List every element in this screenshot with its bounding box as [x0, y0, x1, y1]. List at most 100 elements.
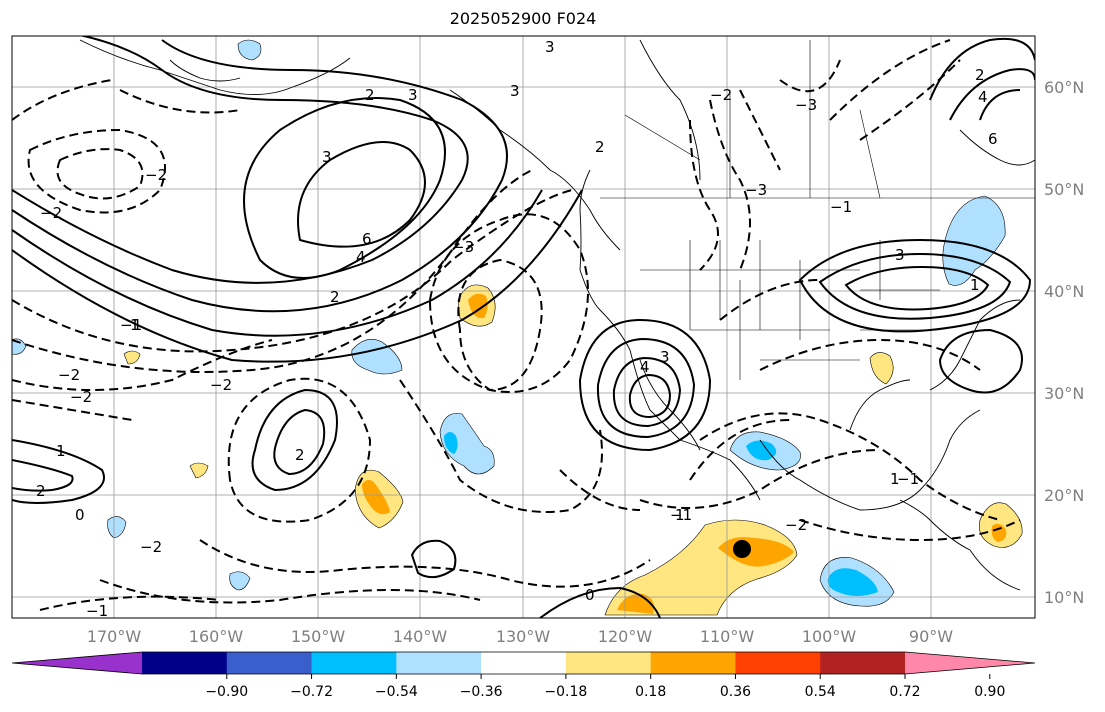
colorbar-segment	[481, 652, 567, 674]
colorbar-segment	[820, 652, 906, 674]
negative-anomaly-patch	[107, 516, 127, 539]
contour-label: 3	[545, 38, 555, 56]
contour-label: −2	[785, 516, 807, 534]
contour-label: −3	[795, 96, 817, 114]
contour-label: 2	[595, 138, 605, 156]
contour-label: −1	[670, 506, 692, 524]
colorbar-tick-label: −0.36	[460, 684, 503, 700]
lat-label: 30°N	[1044, 384, 1084, 403]
negative-anomaly-core	[444, 432, 458, 454]
contour-label: 3	[322, 148, 332, 166]
colorbar-segment	[396, 652, 482, 674]
lat-label: 60°N	[1044, 78, 1084, 97]
contour-label: 2	[330, 288, 340, 306]
contour-label: 3	[895, 246, 905, 264]
colorbar-segment	[565, 652, 652, 674]
contour-label: 2	[975, 66, 985, 84]
contour-label: 4	[356, 248, 366, 266]
lat-label: 10°N	[1044, 588, 1084, 607]
contour-label: 4	[978, 88, 988, 106]
colorbar-tick-label: 0.90	[974, 684, 1005, 700]
positive-contours	[12, 36, 1035, 618]
contour-label: 3	[408, 86, 418, 104]
lon-label: 170°W	[87, 627, 142, 646]
contour-label: −2	[145, 166, 167, 184]
negative-contours	[12, 39, 1021, 611]
lon-label: 150°W	[291, 627, 346, 646]
colorbar-tick-label: −0.54	[375, 684, 418, 700]
colorbar-tick-label: 0.72	[889, 684, 920, 700]
colorbar: −0.90 −0.72 −0.54 −0.36 −0.18 0.18 0.36 0.54 0.7…	[11, 651, 1036, 700]
lon-label: 100°W	[802, 627, 857, 646]
contour-label: 1	[675, 506, 685, 524]
contour-label: 0	[75, 506, 85, 524]
contour-labels: 1 2 3 4 6 3 2 3 4 3 2 1 2 4 6 3 2 0 1 2	[36, 38, 998, 620]
lat-label: 20°N	[1044, 486, 1084, 505]
colorbar-segment	[142, 652, 228, 674]
contour-label: 1	[890, 470, 900, 488]
contour-label: 1	[56, 442, 66, 460]
contour-label: 1	[970, 276, 980, 294]
contour-label: 4	[640, 358, 650, 376]
political-borders	[600, 40, 1035, 380]
colorbar-extension-max	[905, 652, 1035, 674]
negative-anomaly-patch	[237, 39, 262, 61]
colorbar-extension-min	[12, 652, 142, 674]
positive-anomaly-patch	[123, 350, 141, 365]
contour-label: 2	[36, 482, 46, 500]
positive-anomaly-core	[468, 293, 488, 319]
colorbar-tick-label: 0.18	[635, 684, 666, 700]
lat-label: 40°N	[1044, 282, 1084, 301]
contour-label: 2	[365, 86, 375, 104]
contour-label: 0	[585, 586, 595, 604]
lon-label: 140°W	[393, 627, 448, 646]
negative-anomaly-patch	[439, 413, 495, 475]
colorbar-tick-label: −0.72	[290, 684, 333, 700]
negative-anomaly-patch	[12, 338, 27, 355]
lon-label: 120°W	[598, 627, 653, 646]
positive-anomaly-core	[362, 479, 390, 515]
lon-label: 110°W	[700, 627, 755, 646]
latitude-labels: 60°N 50°N 40°N 30°N 20°N 10°N	[1044, 78, 1084, 607]
contour-label: 2	[295, 446, 305, 464]
lon-label: 160°W	[189, 627, 244, 646]
contour-label: 6	[362, 230, 372, 248]
storm-center-marker	[733, 540, 751, 558]
colorbar-outline	[11, 651, 1036, 675]
colorbar-segment	[735, 652, 821, 674]
negative-anomaly-patch	[351, 339, 403, 375]
map-title: 2025052900 F024	[450, 9, 597, 28]
longitude-labels: 170°W 160°W 150°W 140°W 130°W 120°W 110°…	[87, 627, 953, 646]
positive-anomaly-patch	[189, 462, 209, 479]
lon-label: 130°W	[496, 627, 551, 646]
colorbar-tick-label: 0.54	[805, 684, 836, 700]
contour-label: −3	[452, 238, 474, 256]
colorbar-tick-label: 0.36	[720, 684, 751, 700]
negative-anomaly-core	[746, 440, 777, 461]
colorbar-tick-label: −0.18	[544, 684, 587, 700]
colorbar-segment	[650, 652, 736, 674]
lat-label: 50°N	[1044, 180, 1084, 199]
contour-label: 6	[988, 130, 998, 148]
contour-label: −2	[58, 366, 80, 384]
contour-label: 3	[660, 348, 670, 366]
map-background	[12, 36, 1035, 618]
negative-anomaly-patch	[229, 571, 251, 591]
positive-anomaly-patch	[869, 352, 894, 385]
contour-label: −2	[70, 388, 92, 406]
coastlines	[79, 39, 1035, 591]
contour-label: −3	[745, 181, 767, 199]
contour-label: −1	[86, 602, 108, 620]
colorbar-tick-label: −0.90	[205, 684, 248, 700]
contour-label: −1	[897, 470, 919, 488]
contour-label: −1	[120, 316, 142, 334]
contour-label: 3	[510, 82, 520, 100]
contour-label: −2	[710, 86, 732, 104]
negative-anomaly-core	[827, 568, 878, 596]
contour-label: −2	[140, 538, 162, 556]
lon-label: 90°W	[909, 627, 953, 646]
colorbar-segment	[226, 652, 313, 674]
map-panel: 1 2 3 4 6 3 2 3 4 3 2 1 2 4 6 3 2 0 1 2	[11, 35, 1036, 620]
contour-label: −2	[40, 204, 62, 222]
